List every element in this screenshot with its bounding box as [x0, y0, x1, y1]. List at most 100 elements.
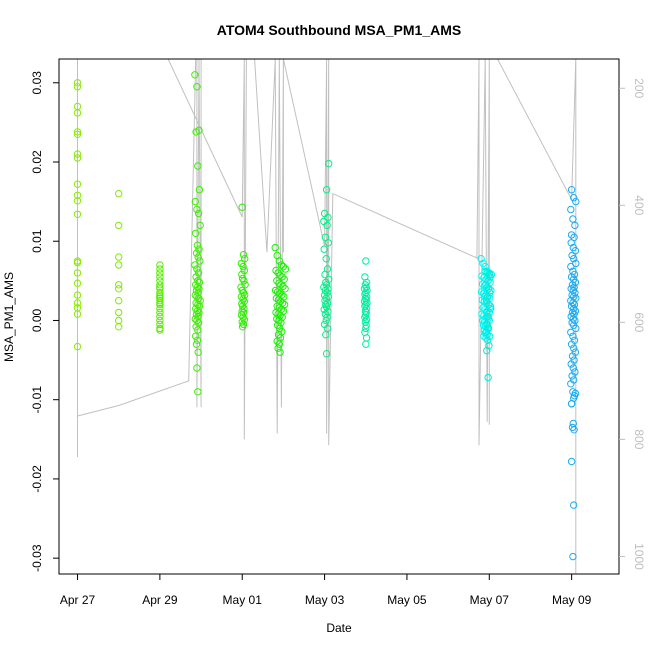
secondary-tick-label: 800: [632, 429, 646, 449]
data-point: [115, 323, 123, 331]
data-point: [275, 316, 283, 325]
data-point: [322, 186, 331, 194]
data-point: [567, 380, 575, 388]
data-point: [73, 130, 82, 139]
data-point: [193, 336, 202, 344]
data-point: [73, 128, 82, 136]
series-10: [567, 186, 580, 561]
data-point: [570, 194, 578, 202]
data-point: [274, 269, 282, 277]
data-point: [73, 180, 82, 188]
data-point: [194, 319, 203, 327]
data-point: [273, 302, 281, 310]
data-point: [569, 215, 577, 223]
data-point: [567, 340, 576, 348]
data-point: [192, 340, 201, 348]
data-point: [238, 203, 246, 211]
data-point: [567, 273, 576, 281]
data-point: [156, 326, 164, 334]
data-point: [193, 83, 201, 91]
data-point: [156, 304, 164, 313]
data-point: [115, 308, 123, 317]
data-point: [73, 269, 82, 277]
data-point: [73, 79, 82, 87]
data-point: [325, 159, 333, 168]
data-point: [486, 304, 495, 313]
data-point: [194, 269, 203, 277]
data-point: [567, 231, 576, 239]
data-point: [194, 388, 202, 396]
series-1: [115, 190, 123, 331]
chart-title: ATOM4 Southbound MSA_PM1_AMS: [217, 22, 461, 38]
data-point: [115, 190, 123, 198]
x-axis-label: Date: [326, 621, 352, 635]
data-point: [156, 289, 164, 297]
data-point: [322, 316, 330, 325]
data-point: [238, 323, 247, 331]
data-point: [191, 261, 199, 269]
x-tick-label: Apr 29: [142, 593, 178, 607]
data-point: [193, 307, 202, 315]
data-point: [196, 221, 204, 230]
data-point: [485, 342, 493, 350]
plot-frame: [58, 58, 620, 575]
x-tick-label: May 05: [387, 593, 427, 607]
data-point: [193, 241, 202, 249]
data-point: [480, 332, 488, 340]
data-point: [567, 262, 575, 271]
data-point: [483, 346, 491, 355]
data-point: [239, 308, 248, 317]
data-point: [275, 257, 283, 265]
data-point: [322, 303, 331, 311]
data-point: [362, 257, 370, 265]
data-point: [73, 258, 82, 267]
data-point: [320, 245, 328, 253]
data-point: [482, 328, 490, 336]
data-point: [156, 269, 164, 277]
data-point: [320, 217, 328, 226]
secondary-track-line: [59, 59, 577, 574]
data-point: [274, 344, 282, 352]
data-point: [191, 71, 199, 79]
series-5: [271, 243, 290, 356]
data-point: [192, 332, 200, 340]
data-point: [272, 266, 280, 275]
x-tick-label: May 09: [552, 593, 592, 607]
data-point: [321, 270, 329, 279]
data-point: [73, 310, 82, 318]
y-axis: -0.03 -0.02 -0.01 0.00 0.01 0.02 0.03: [30, 71, 59, 572]
data-point: [323, 313, 331, 321]
data-point: [73, 342, 82, 351]
data-point: [483, 293, 492, 301]
data-point: [362, 321, 370, 329]
data-point: [323, 221, 331, 230]
data-point: [115, 316, 123, 325]
data-point: [484, 312, 492, 321]
x-tick-label: May 07: [470, 593, 510, 607]
data-point: [156, 261, 164, 269]
data-point: [572, 197, 580, 206]
y-axis-label: MSA_PM1_AMS: [2, 272, 16, 362]
x-tick-label: Apr 27: [60, 593, 96, 607]
data-point: [483, 336, 492, 344]
data-point: [322, 331, 330, 339]
data-points: [73, 71, 580, 561]
data-point: [321, 286, 330, 295]
data-point: [240, 266, 249, 275]
secondary-tick-label: 200: [632, 78, 646, 98]
data-point: [570, 255, 578, 263]
data-point: [73, 197, 82, 205]
data-point: [571, 389, 580, 398]
x-tick-label: May 01: [223, 593, 263, 607]
secondary-y-axis: 200 400 600 800 1000: [619, 78, 646, 570]
series-2: [156, 261, 164, 334]
series-0: [73, 79, 82, 351]
data-point: [483, 320, 491, 329]
x-tick-label: May 03: [305, 593, 345, 607]
data-point: [362, 289, 370, 297]
data-point: [569, 364, 577, 372]
data-point: [194, 253, 202, 261]
data-point: [570, 233, 578, 242]
data-point: [569, 332, 577, 340]
